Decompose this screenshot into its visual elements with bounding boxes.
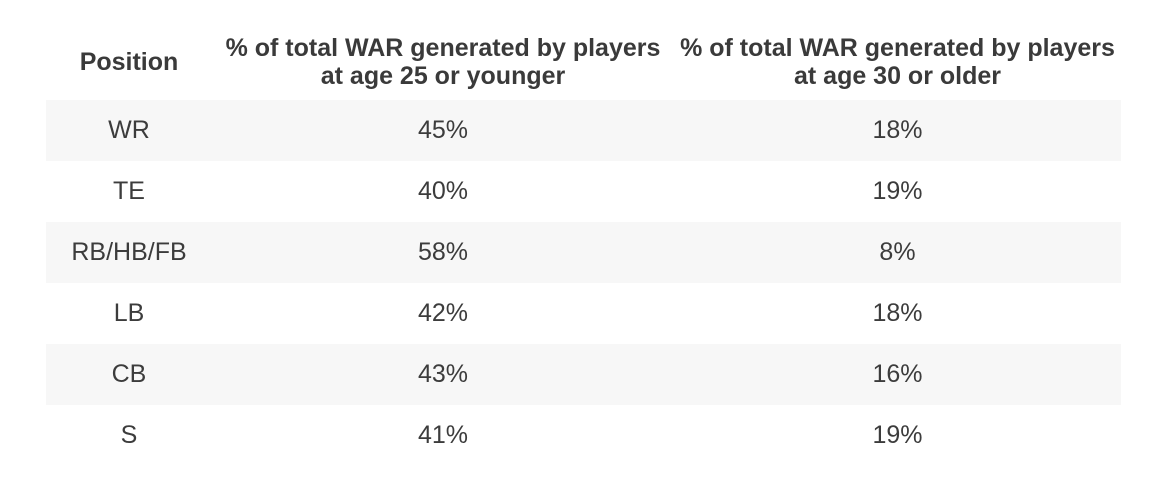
cell-position: S [120, 421, 138, 449]
table-row: TE 40% 19% [46, 161, 1121, 222]
cell-young-pct: 42% [417, 299, 469, 327]
cell-old-pct: 19% [872, 177, 923, 205]
cell-position: TE [113, 177, 145, 205]
header-position: Position [79, 48, 179, 76]
table-row: S 41% 19% [46, 405, 1121, 466]
header-age-25-or-younger: % of total WAR generated by players at a… [225, 34, 661, 90]
cell-young-pct: 45% [417, 116, 469, 144]
cell-young-pct: 41% [417, 421, 469, 449]
table-header: Position % of total WAR generated by pla… [46, 24, 1121, 100]
table-row: LB 42% 18% [46, 283, 1121, 344]
cell-position: WR [108, 116, 150, 144]
cell-young-pct: 40% [417, 177, 469, 205]
cell-old-pct: 18% [872, 116, 923, 144]
cell-young-pct: 58% [417, 238, 469, 266]
cell-old-pct: 18% [872, 299, 923, 327]
war-by-age-table: Position % of total WAR generated by pla… [46, 24, 1121, 466]
table-row: RB/HB/FB 58% 8% [46, 222, 1121, 283]
cell-position: RB/HB/FB [71, 238, 187, 266]
table-row: CB 43% 16% [46, 344, 1121, 405]
cell-young-pct: 43% [417, 360, 469, 388]
cell-old-pct: 16% [872, 360, 923, 388]
cell-position: CB [111, 360, 147, 388]
header-age-30-or-older: % of total WAR generated by players at a… [680, 34, 1115, 90]
cell-position: LB [113, 299, 145, 327]
cell-old-pct: 8% [879, 238, 916, 266]
table-row: WR 45% 18% [46, 100, 1121, 161]
cell-old-pct: 19% [872, 421, 923, 449]
